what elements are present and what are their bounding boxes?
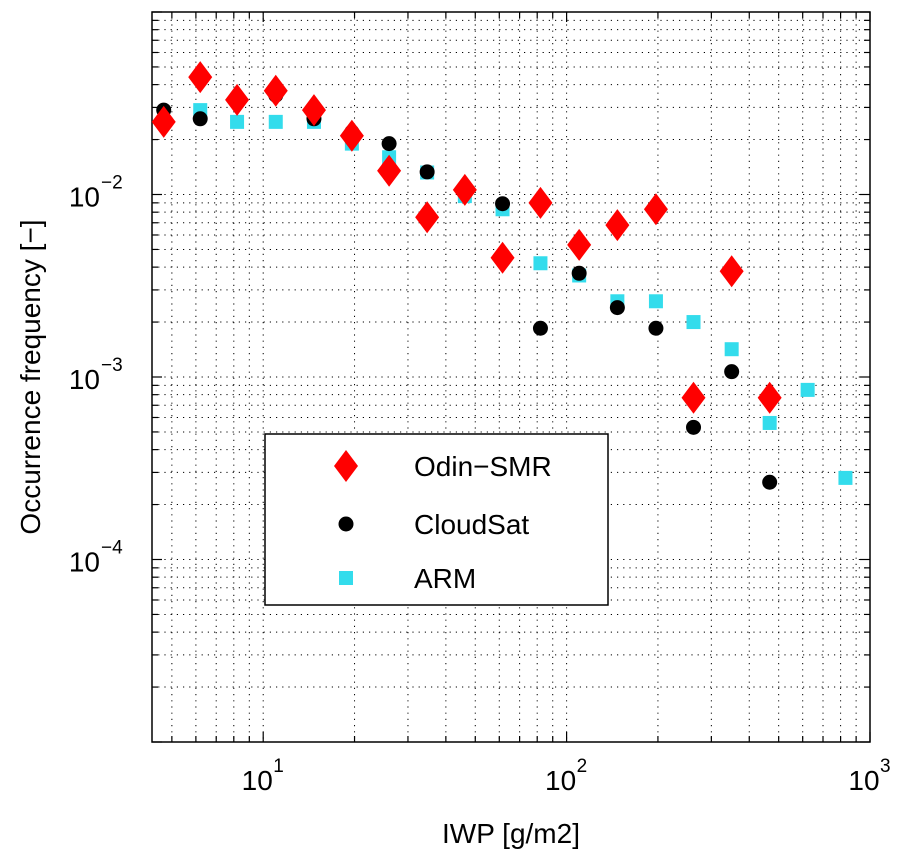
data-point xyxy=(648,320,664,336)
y-axis-label: Occurrence frequency [−] xyxy=(15,219,46,534)
legend-entry: CloudSat xyxy=(338,509,529,540)
legend: Odin−SMR CloudSat ARM xyxy=(264,433,609,606)
data-point xyxy=(230,114,245,129)
data-point xyxy=(495,196,511,212)
data-point xyxy=(571,265,587,281)
x-tick-label: 10 2 xyxy=(545,756,587,796)
data-point xyxy=(339,119,364,152)
data-point xyxy=(838,470,853,485)
x-tick-exponent: 2 xyxy=(577,756,588,777)
x-axis-label: IWP [g/m2] xyxy=(442,818,580,849)
legend-label: Odin−SMR xyxy=(414,451,552,482)
data-point xyxy=(762,415,777,430)
y-tick-label: 10 −3 xyxy=(69,355,123,395)
tick-labels: 10 1 10 2 10 310 −210 −310 −4 xyxy=(69,173,891,797)
data-point xyxy=(192,111,208,127)
data-point xyxy=(151,105,176,138)
data-point xyxy=(681,381,706,414)
x-tick-exponent: 1 xyxy=(273,756,284,777)
data-point xyxy=(648,294,663,309)
data-point xyxy=(724,342,739,357)
data-point xyxy=(452,173,477,206)
data-point xyxy=(490,241,515,274)
legend-entry: ARM xyxy=(339,563,476,594)
y-tick-exponent: −3 xyxy=(101,355,123,376)
data-point xyxy=(532,320,548,336)
data-point xyxy=(415,201,440,234)
data-point xyxy=(686,419,702,435)
y-tick-base: 10 xyxy=(69,547,100,578)
x-tick-base: 10 xyxy=(242,765,273,796)
data-markers xyxy=(151,61,853,490)
legend-marker xyxy=(334,450,358,482)
data-point xyxy=(381,136,397,152)
data-point xyxy=(686,315,701,330)
data-point xyxy=(609,300,625,316)
legend-box xyxy=(264,433,609,606)
data-point xyxy=(419,164,435,180)
data-point xyxy=(528,186,553,219)
x-tick-label: 10 1 xyxy=(242,756,284,796)
x-tick-base: 10 xyxy=(545,765,576,796)
data-point xyxy=(377,154,402,187)
data-point xyxy=(263,74,288,107)
y-tick-base: 10 xyxy=(69,364,100,395)
y-tick-label: 10 −2 xyxy=(69,173,123,213)
legend-label: ARM xyxy=(414,563,476,594)
data-point xyxy=(643,193,668,226)
data-point xyxy=(225,83,250,116)
data-point xyxy=(757,381,782,414)
plot-area xyxy=(152,12,870,742)
data-point xyxy=(800,382,815,397)
x-tick-base: 10 xyxy=(848,765,879,796)
x-tick-exponent: 3 xyxy=(880,756,891,777)
grid-lines xyxy=(152,11,871,743)
y-tick-exponent: −4 xyxy=(101,538,123,559)
data-point xyxy=(762,474,778,490)
data-point xyxy=(567,228,592,261)
data-point xyxy=(268,114,283,129)
legend-entry: Odin−SMR xyxy=(334,450,552,482)
data-point xyxy=(188,61,213,94)
x-tick-label: 10 3 xyxy=(848,756,890,796)
series-diamond xyxy=(151,61,782,414)
data-point xyxy=(605,209,630,242)
y-tick-exponent: −2 xyxy=(101,173,123,194)
data-point xyxy=(724,364,740,380)
legend-marker xyxy=(339,571,353,585)
legend-label: CloudSat xyxy=(414,509,529,540)
legend-marker xyxy=(338,516,354,532)
data-point xyxy=(719,255,744,288)
data-point xyxy=(301,94,326,127)
data-point xyxy=(533,256,548,271)
y-tick-label: 10 −4 xyxy=(69,538,123,578)
y-tick-base: 10 xyxy=(69,182,100,213)
